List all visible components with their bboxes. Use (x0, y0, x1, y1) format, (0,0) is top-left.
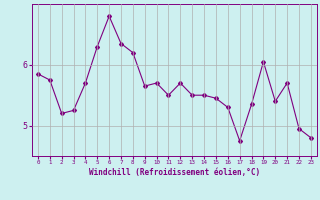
X-axis label: Windchill (Refroidissement éolien,°C): Windchill (Refroidissement éolien,°C) (89, 168, 260, 177)
